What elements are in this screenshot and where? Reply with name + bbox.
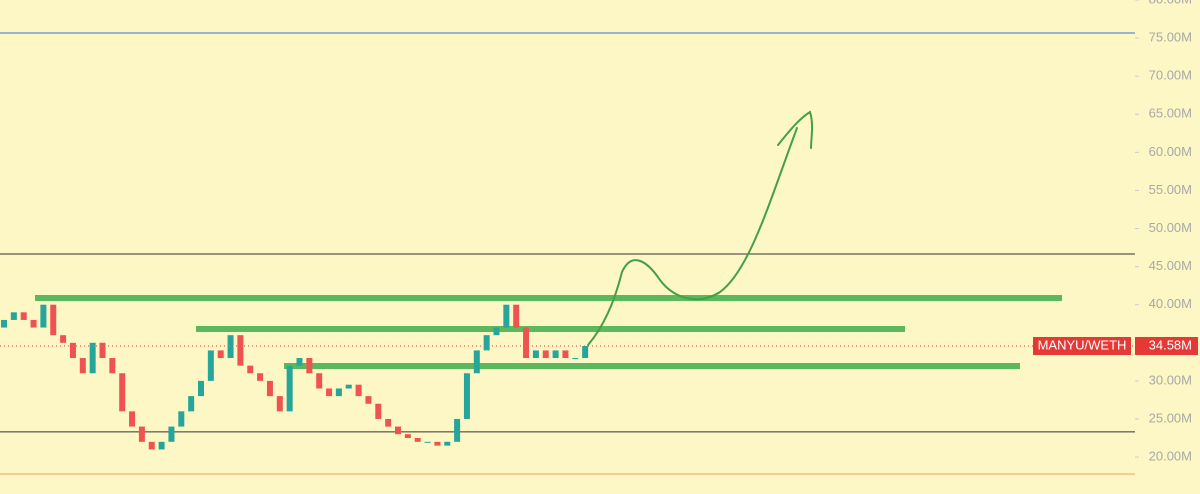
candle-body — [503, 304, 510, 328]
candle-body — [473, 350, 480, 374]
candle-body — [395, 426, 401, 435]
candle-body — [168, 426, 175, 442]
candle-body — [483, 335, 490, 351]
candle-body — [532, 350, 539, 359]
candle-body — [89, 342, 96, 374]
candle-body — [542, 350, 549, 359]
candle-body — [523, 327, 530, 359]
candles — [1, 304, 589, 450]
candle-body — [385, 418, 392, 427]
candle-body — [237, 335, 244, 366]
candle-body — [247, 365, 254, 374]
candle-body — [404, 434, 411, 439]
candle-body — [207, 350, 214, 381]
candle-body — [513, 304, 520, 328]
y-tick-label: 65.00M — [1149, 106, 1192, 121]
y-tick-label: 50.00M — [1149, 220, 1192, 235]
candle-body — [158, 441, 165, 450]
candle-body — [355, 384, 362, 397]
y-tick-label: 30.00M — [1149, 372, 1192, 387]
y-tick-label: 25.00M — [1149, 410, 1192, 425]
candle-body — [326, 388, 333, 397]
candle-body — [10, 312, 17, 320]
candle-body — [493, 327, 500, 336]
y-tick-label: 75.00M — [1149, 30, 1192, 45]
candle-body — [552, 350, 559, 359]
candle-body — [276, 396, 283, 412]
candle-body — [365, 396, 372, 404]
price-label: 34.58M — [1149, 337, 1192, 352]
candle-body — [582, 345, 589, 359]
levels — [0, 32, 1135, 475]
candle-body — [444, 441, 451, 446]
candle-body — [335, 388, 342, 397]
candle-body — [188, 396, 195, 412]
candle-body — [217, 350, 224, 359]
candle-body — [20, 312, 27, 320]
candle-body — [414, 438, 421, 442]
candle-body — [454, 418, 461, 442]
y-tick-label: 80.00M — [1149, 0, 1192, 6]
y-tick-label: 70.00M — [1149, 68, 1192, 83]
candle-body — [345, 384, 352, 389]
symbol-label: MANYU/WETH — [1038, 337, 1127, 352]
candle-body — [375, 403, 382, 419]
candle-body — [40, 304, 47, 328]
candle-body — [138, 426, 145, 442]
y-tick-label: 20.00M — [1149, 448, 1192, 463]
candle-body — [178, 411, 185, 427]
price-box — [1135, 336, 1198, 355]
candle-body — [316, 373, 323, 389]
y-tick-label: 55.00M — [1149, 182, 1192, 197]
candle-body — [60, 335, 67, 343]
candle-body — [562, 350, 569, 359]
candle-body — [296, 358, 303, 366]
forecast-arrow — [587, 110, 814, 346]
candle-body — [266, 380, 273, 397]
candle-body — [227, 335, 234, 359]
candle-body — [119, 373, 126, 412]
y-tick-label: 40.00M — [1149, 296, 1192, 311]
candle-body — [463, 373, 470, 419]
candle-body — [572, 358, 579, 360]
candle-body — [50, 304, 57, 336]
y-tick-label: 45.00M — [1149, 258, 1192, 273]
candle-body — [99, 342, 106, 359]
candle-body — [129, 411, 136, 427]
candle-body — [286, 365, 293, 412]
candle-body — [148, 441, 155, 450]
candle-body — [79, 358, 86, 374]
price-axis: 20.00M25.00M30.00M35.00M40.00M45.00M50.0… — [1033, 0, 1198, 463]
candle-body — [257, 373, 264, 381]
candle-body — [198, 380, 204, 397]
candle-body — [434, 441, 441, 446]
symbol-box — [1033, 336, 1131, 355]
candle-body — [1, 319, 7, 328]
candle-body — [109, 358, 116, 374]
candle-body — [69, 342, 76, 359]
y-tick-label: 60.00M — [1149, 144, 1192, 159]
candle-body — [30, 319, 37, 328]
candle-body — [306, 358, 313, 374]
candle-body — [424, 441, 431, 443]
